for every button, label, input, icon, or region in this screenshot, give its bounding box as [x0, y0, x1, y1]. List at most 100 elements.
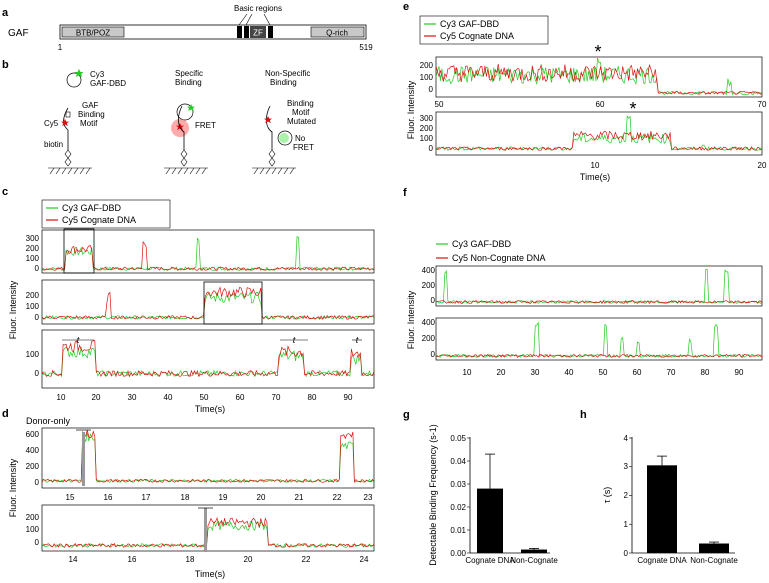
f-xtick-50: 50 — [599, 368, 608, 377]
basic-pointer-3 — [263, 13, 271, 26]
panel-d: Donor-only Fluor. Intensity Time(s) 600 … — [8, 416, 375, 579]
c-xtick-40: 40 — [164, 393, 173, 402]
cy5-trace-line — [41, 241, 375, 272]
cy3-star-bound-icon — [186, 104, 195, 112]
panel-letter-a: a — [2, 7, 9, 19]
zoom-box-2 — [203, 281, 263, 325]
f-xtick-60: 60 — [633, 368, 642, 377]
d-top-xtick-21: 21 — [295, 493, 304, 502]
e-top-xtick-70: 70 — [758, 100, 767, 109]
d-bot-ytick-100: 100 — [26, 525, 40, 534]
d-bot-xtick-20: 20 — [244, 555, 253, 564]
g-xlabel-cognate: Cognate DNA — [465, 556, 515, 565]
panel-f-trace-bot — [435, 317, 763, 361]
cy5-trace-line — [435, 299, 763, 304]
basic-pointer-2 — [245, 13, 253, 26]
panel-f-xtick-labels: 10 20 30 40 50 60 70 80 90 — [463, 368, 744, 377]
motif-line-3: Motif — [80, 119, 98, 128]
panel-f-ylabel: Fluor. Intensity — [406, 290, 416, 349]
g-ytick-4: 0.04 — [450, 457, 466, 466]
c-mid-ytick-100: 100 — [26, 302, 40, 311]
panel-a-domain-diagram: GAF BTB/POZ ZF Q-rich Basic regions 1 51… — [8, 4, 373, 52]
cy3-trace-line — [41, 291, 375, 320]
panel-letter-e: e — [403, 1, 409, 13]
panel-letter-d: d — [2, 408, 9, 420]
zf-domain — [250, 26, 266, 38]
cy5-star-unbound-icon — [264, 116, 272, 124]
c-top-ytick-0: 0 — [35, 264, 40, 273]
g-ytick-3: 0.03 — [450, 480, 466, 489]
dwell-t-3: t — [356, 335, 359, 345]
bar-1 — [699, 543, 729, 553]
f-bot-ytick-0: 0 — [431, 350, 436, 359]
d-top-xtick-15: 15 — [66, 493, 75, 502]
mutated-line-3: Mutated — [287, 117, 316, 126]
c-xtick-50: 50 — [200, 393, 209, 402]
panel-d-trace-bot — [41, 504, 375, 552]
d-top-xtick-23: 23 — [364, 493, 373, 502]
c-xtick-70: 70 — [272, 393, 281, 402]
h-xtick-labels: Cognate DNA Non-Cognate — [637, 556, 738, 565]
f-xtick-70: 70 — [667, 368, 676, 377]
panel-c-ylabel: Fluor. Intensity — [8, 280, 18, 339]
c-xtick-60: 60 — [236, 393, 245, 402]
panel-d-xtick-labels: 15 16 17 18 19 20 21 22 23 14 16 18 20 2… — [66, 493, 373, 564]
f-legend-item-cy3: Cy3 GAF-DBD — [452, 239, 512, 249]
legend-gaf-dbd: GAF-DBD — [90, 79, 126, 88]
dna-strand-3 — [266, 105, 273, 150]
bound-gaf-icon — [176, 103, 194, 121]
donor-only-shade-2 — [204, 508, 207, 552]
d-top-xtick-18: 18 — [181, 493, 190, 502]
cy5-label: Cy5 — [44, 119, 59, 128]
cy3-trace-line — [435, 57, 763, 96]
biotin-label: biotin — [44, 140, 63, 149]
d-top-xtick-22: 22 — [333, 493, 342, 502]
panel-c-legend — [41, 199, 171, 229]
panel-letters: a b c d e f g h — [2, 1, 587, 421]
c-top-ytick-300: 300 — [26, 234, 40, 243]
bar-0 — [477, 488, 503, 553]
cy3-trace-line — [435, 321, 763, 359]
e-top-xtick-60: 60 — [596, 100, 605, 109]
basic-pointer-1 — [238, 13, 248, 26]
f-top-ytick-400: 400 — [422, 266, 436, 275]
donor-only-label: Donor-only — [26, 416, 71, 426]
c-xtick-90: 90 — [344, 393, 353, 402]
e-bot-ytick-100: 100 — [420, 134, 434, 143]
legend-item-cy3: Cy3 GAF-DBD — [62, 203, 122, 213]
panel-d-xlabel: Time(s) — [195, 569, 225, 579]
f-top-ytick-0: 0 — [431, 296, 436, 305]
cy5-trace-line — [41, 429, 375, 484]
e-top-ytick-0: 0 — [429, 85, 434, 94]
d-bot-xtick-24: 24 — [360, 555, 369, 564]
gaf-dbd-icon — [66, 72, 82, 88]
c-bot-ytick-100: 100 — [26, 350, 40, 359]
panel-e-trace-bot — [435, 111, 763, 156]
panel-e-xtick-labels: 50 60 70 10 20 — [435, 100, 767, 170]
d-top-ytick-600: 600 — [26, 430, 40, 439]
d-bot-xtick-22: 22 — [302, 555, 311, 564]
panel-letter-c: c — [2, 186, 8, 198]
c-xtick-30: 30 — [128, 393, 137, 402]
specific-line-1: Specific — [175, 69, 203, 78]
d-top-xtick-16: 16 — [104, 493, 113, 502]
basic-region-2 — [244, 26, 249, 38]
dwell-t-1: t — [77, 335, 80, 345]
d-top-ytick-400: 400 — [26, 446, 40, 455]
biotin-linker-icon-2 — [180, 149, 188, 167]
d-top-ytick-200: 200 — [26, 462, 40, 471]
nofret-line-2: FRET — [293, 143, 314, 152]
zf-label: ZF — [253, 29, 263, 38]
f-top-ytick-200: 200 — [422, 281, 436, 290]
h-xlabel-noncognate: Non-Cognate — [690, 556, 738, 565]
specific-line-2: Binding — [175, 78, 202, 87]
panel-c-xtick-labels: 10 20 30 40 50 60 70 80 90 — [57, 393, 353, 402]
c-xtick-20: 20 — [92, 393, 101, 402]
dna-strand-2 — [178, 105, 185, 150]
panel-f: Cy3 GAF-DBD Cy5 Non-Cognate DNA Fluor. I… — [406, 239, 763, 377]
c-bot-ytick-0: 0 — [35, 369, 40, 378]
dwell-time-markers: t t t — [62, 335, 362, 345]
cy3-trace-line — [41, 432, 375, 483]
h-ytick-1: 1 — [624, 520, 629, 529]
